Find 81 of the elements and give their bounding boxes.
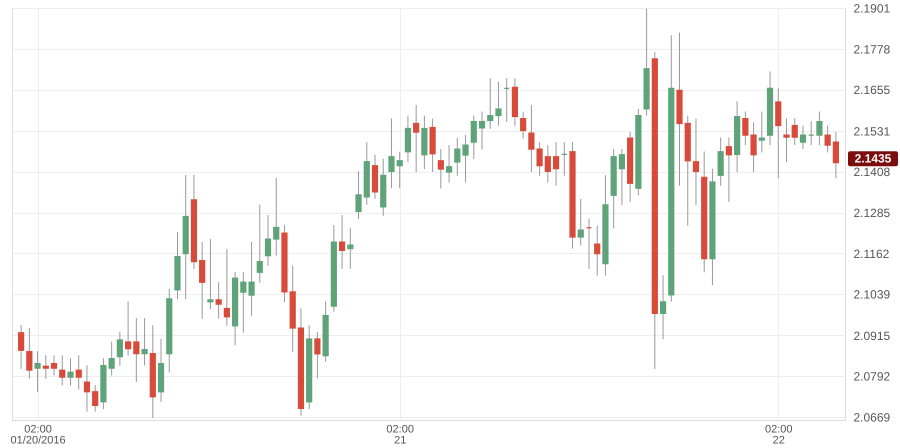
candlestick xyxy=(536,142,543,176)
candlestick xyxy=(487,78,494,130)
candlestick xyxy=(520,111,526,139)
y-tick-label: 2.0915 xyxy=(854,328,891,343)
candlestick xyxy=(273,177,280,256)
candlestick xyxy=(438,148,444,190)
candlestick xyxy=(758,111,765,153)
candlestick xyxy=(726,136,732,202)
candlestick xyxy=(347,228,354,270)
candlestick xyxy=(504,78,510,122)
candlestick xyxy=(692,118,700,206)
candlestick xyxy=(26,328,32,380)
candlestick xyxy=(742,111,748,146)
candlestick xyxy=(816,111,823,146)
candlestick xyxy=(34,350,41,393)
y-tick-label: 2.1285 xyxy=(854,206,891,220)
candlestick xyxy=(199,242,206,320)
candlestick xyxy=(207,238,214,310)
candlestick xyxy=(125,300,132,356)
y-tick-label: 2.1039 xyxy=(854,288,891,302)
candlestick xyxy=(240,271,246,334)
candlestick xyxy=(750,122,757,173)
candlestick xyxy=(578,198,584,246)
candlestick xyxy=(586,218,592,270)
candlestick xyxy=(808,120,814,146)
candlestick xyxy=(544,144,551,184)
candlestick xyxy=(478,111,486,150)
candlestick xyxy=(108,341,115,376)
candlestick xyxy=(84,364,90,412)
candlestick xyxy=(396,151,403,189)
y-tick-label: 2.1778 xyxy=(854,42,891,56)
candlestick xyxy=(355,170,362,220)
candlestick xyxy=(446,144,452,184)
candlestick xyxy=(454,137,460,176)
candlestick xyxy=(495,82,502,126)
candlestick xyxy=(264,214,272,266)
candlestick xyxy=(783,118,790,163)
candlestick xyxy=(42,354,49,380)
x-tick-label: 02:00 22 xyxy=(765,424,793,446)
candlestick xyxy=(800,125,806,150)
candlestick xyxy=(552,142,560,186)
candlestick xyxy=(92,384,98,412)
y-tick-label: 2.0792 xyxy=(854,370,891,384)
text: 2.1435 xyxy=(854,152,892,166)
candlestick xyxy=(141,318,148,366)
x-tick-label: 02:00 01/20/2016 xyxy=(10,424,66,446)
y-tick-label: 2.1162 xyxy=(854,246,890,261)
candlestick xyxy=(224,248,230,326)
candlestick xyxy=(248,242,255,316)
candlestick xyxy=(718,136,724,186)
candlestick xyxy=(594,224,600,276)
candlestick xyxy=(832,132,839,179)
candlestick xyxy=(133,318,140,383)
candlestick xyxy=(775,88,782,179)
y-tick-label: 2.1531 xyxy=(854,124,891,138)
candlestick xyxy=(314,332,320,379)
candlestick xyxy=(618,148,626,206)
candlestick xyxy=(660,274,666,340)
candlestick xyxy=(256,204,263,284)
y-tick-label: 2.0669 xyxy=(854,410,891,425)
candlestick xyxy=(67,358,74,386)
candlestick xyxy=(338,214,346,270)
candlestick xyxy=(528,104,534,173)
candlestick xyxy=(470,115,477,160)
y-tick-label: 2.1901 xyxy=(854,2,891,16)
candlestick xyxy=(462,134,469,184)
candlestick xyxy=(116,331,123,366)
candlestick xyxy=(76,354,82,390)
candlestick xyxy=(561,142,568,176)
candlestick xyxy=(413,104,420,173)
candlestick xyxy=(59,354,66,386)
y-tick-label: 2.1655 xyxy=(854,83,891,98)
x-tick-label: 02:00 21 xyxy=(386,424,414,446)
y-tick-label: 2.1408 xyxy=(854,165,891,180)
candlestick xyxy=(404,115,412,163)
candlestick xyxy=(388,118,395,189)
candlestick xyxy=(824,125,831,153)
candlestick xyxy=(216,282,222,320)
candlestick xyxy=(50,354,58,376)
candlestick xyxy=(18,324,24,370)
candlestick xyxy=(792,118,798,146)
